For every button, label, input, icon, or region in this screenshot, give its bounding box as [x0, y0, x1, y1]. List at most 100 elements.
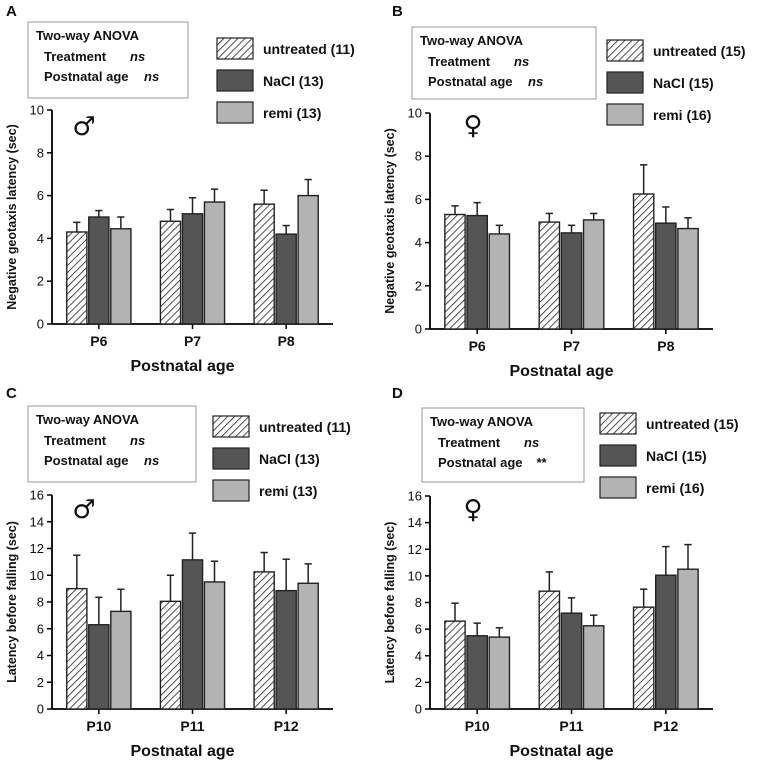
- legend-label-nacl: NaCl (13): [263, 73, 324, 89]
- x-tick-label: P7: [184, 333, 201, 349]
- y-tick-label: 4: [415, 648, 422, 663]
- y-axis-title: Latency before falling (sec): [383, 522, 397, 684]
- bar-nacl-p12: [654, 574, 677, 710]
- y-tick-label: 0: [37, 702, 44, 717]
- bar-untreated-p10: [444, 620, 466, 710]
- anova-row-value: **: [536, 455, 547, 470]
- x-tick-label: P11: [559, 718, 583, 734]
- y-axis-title: Latency before falling (sec): [5, 521, 19, 683]
- bar-nacl-p11: [181, 559, 204, 710]
- panel-letter: C: [6, 385, 17, 402]
- legend-label-remi: remi (13): [263, 105, 321, 121]
- y-tick-label: 10: [30, 568, 44, 583]
- y-tick-label: 8: [415, 595, 422, 610]
- y-tick-label: 4: [37, 648, 44, 663]
- y-tick-label: 12: [408, 542, 422, 557]
- y-tick-label: 0: [37, 317, 44, 332]
- panel-letter: D: [392, 385, 403, 402]
- legend-swatch-remi: [606, 103, 644, 126]
- anova-row-label: Treatment: [44, 49, 107, 64]
- bar-untreated-p6: [444, 213, 466, 330]
- legend-label-untreated: untreated (11): [259, 419, 351, 435]
- bar-remi-p10: [488, 636, 511, 710]
- legend-label-remi: remi (13): [259, 483, 317, 499]
- y-tick-label: 6: [415, 622, 422, 637]
- y-tick-label: 2: [415, 675, 422, 690]
- x-axis-title: Postnatal age: [509, 363, 613, 380]
- anova-row-value: ns: [130, 433, 145, 448]
- y-tick-label: 16: [30, 488, 44, 503]
- x-tick-label: P12: [274, 718, 299, 734]
- anova-row-value: ns: [130, 49, 145, 64]
- anova-box: [27, 405, 197, 483]
- bar-untreated-p8: [253, 203, 275, 325]
- x-tick-label: P8: [657, 338, 674, 354]
- y-tick-label: 2: [37, 675, 44, 690]
- y-tick-label: 12: [30, 541, 44, 556]
- x-tick-label: P10: [86, 718, 111, 734]
- anova-title: Two-way ANOVA: [420, 33, 524, 48]
- legend-swatch-untreated: [212, 415, 250, 438]
- legend-label-nacl: NaCl (15): [653, 75, 714, 91]
- bar-untreated-p10: [66, 587, 88, 710]
- bar-remi-p8: [297, 194, 319, 325]
- bar-untreated-p12: [253, 571, 275, 710]
- y-tick-label: 6: [415, 192, 422, 207]
- bar-untreated-p7: [538, 221, 561, 330]
- legend-label-untreated: untreated (11): [263, 41, 355, 57]
- bar-untreated-p6: [66, 231, 88, 325]
- legend-swatch-untreated: [216, 37, 254, 60]
- bar-nacl-p10: [88, 624, 110, 710]
- y-tick-label: 10: [30, 103, 44, 118]
- bar-untreated-p11: [538, 590, 561, 710]
- bar-remi-p6: [488, 233, 511, 330]
- y-tick-label: 8: [37, 145, 44, 160]
- anova-row-label: Treatment: [438, 435, 501, 450]
- x-tick-label: P6: [90, 333, 107, 349]
- legend-label-untreated: untreated (15): [653, 43, 746, 59]
- bar-remi-p12: [297, 582, 319, 710]
- x-axis-title: Postnatal age: [130, 743, 234, 760]
- x-tick-label: P10: [465, 718, 490, 734]
- y-tick-label: 2: [37, 274, 44, 289]
- bar-nacl-p7: [181, 213, 204, 325]
- bar-nacl-p12: [275, 589, 297, 710]
- x-tick-label: P7: [563, 338, 580, 354]
- bar-nacl-p8: [654, 222, 677, 330]
- bar-remi-p8: [677, 227, 699, 330]
- legend-swatch-nacl: [606, 71, 644, 94]
- sex-symbol: ♀: [463, 495, 482, 525]
- legend-label-untreated: untreated (15): [646, 416, 739, 432]
- x-tick-label: P12: [653, 718, 678, 734]
- y-axis-title: Negative geotaxis latency (sec): [5, 124, 19, 310]
- bar-remi-p7: [203, 201, 226, 325]
- legend-label-remi: remi (16): [646, 480, 704, 496]
- anova-row-value: ns: [144, 69, 159, 84]
- y-tick-label: 8: [415, 149, 422, 164]
- legend-swatch-untreated: [599, 412, 637, 435]
- bar-remi-p7: [582, 219, 605, 330]
- sex-symbol: ♂: [72, 495, 95, 525]
- bar-nacl-p11: [560, 612, 583, 710]
- x-tick-label: P6: [469, 338, 486, 354]
- y-tick-label: 0: [415, 322, 422, 337]
- legend-label-remi: remi (16): [653, 107, 711, 123]
- panel-letter: B: [392, 3, 403, 20]
- bar-untreated-p12: [632, 606, 655, 710]
- y-tick-label: 10: [408, 568, 422, 583]
- y-tick-label: 2: [415, 278, 422, 293]
- bar-untreated-p8: [632, 193, 655, 330]
- y-tick-label: 0: [415, 702, 422, 717]
- anova-row-label: Postnatal age: [44, 453, 129, 468]
- anova-row-value: ns: [514, 54, 529, 69]
- y-tick-label: 6: [37, 188, 44, 203]
- anova-row-label: Treatment: [44, 433, 107, 448]
- bar-remi-p6: [110, 228, 132, 325]
- bar-remi-p11: [203, 581, 226, 710]
- anova-row-label: Postnatal age: [428, 74, 513, 89]
- y-tick-label: 4: [415, 235, 422, 250]
